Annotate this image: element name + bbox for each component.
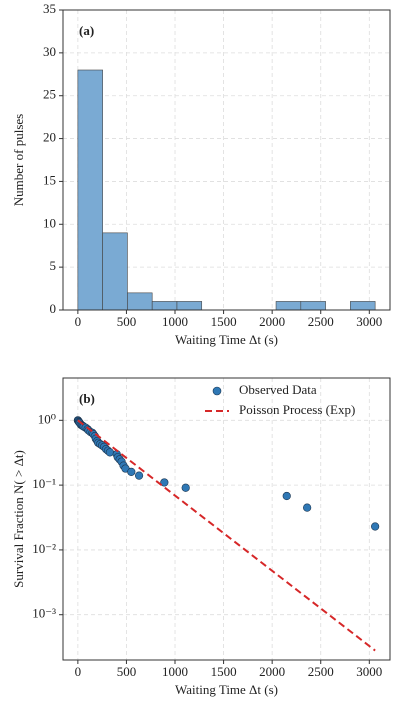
data-point (181, 483, 190, 492)
x-tick-label: 2000 (259, 664, 285, 679)
x-tick-label: 500 (117, 314, 137, 329)
bar (102, 232, 128, 311)
x-axis-label: Waiting Time Δt (s) (175, 682, 278, 697)
y-tick-label: 30 (43, 44, 56, 59)
bar (350, 301, 376, 311)
bar (176, 301, 203, 311)
bar (127, 292, 153, 311)
panel-label: (a) (79, 23, 94, 38)
x-tick-label: 1500 (211, 664, 237, 679)
y-tick-label: 10 (43, 215, 56, 230)
legend-label: Observed Data (239, 382, 317, 397)
x-tick-label: 3000 (356, 314, 382, 329)
bar (151, 301, 178, 311)
legend-swatch (212, 386, 222, 396)
x-tick-label: 2000 (259, 314, 285, 329)
panel-label: (b) (79, 391, 95, 406)
y-tick-label: 10⁻³ (32, 606, 56, 621)
x-tick-label: 2500 (308, 314, 334, 329)
x-tick-label: 1500 (211, 314, 237, 329)
y-tick-label: 25 (43, 87, 56, 102)
y-tick-label: 15 (43, 172, 56, 187)
x-tick-label: 0 (75, 314, 82, 329)
y-tick-label: 20 (43, 130, 56, 145)
x-tick-label: 0 (75, 664, 82, 679)
data-point (282, 491, 291, 501)
data-point (105, 448, 115, 457)
x-tick-label: 500 (117, 664, 137, 679)
x-axis-label: Waiting Time Δt (s) (175, 332, 278, 347)
plot-frame (62, 377, 391, 661)
y-tick-label: 35 (43, 1, 56, 16)
x-tick-label: 2500 (308, 664, 334, 679)
y-tick-label: 10⁻¹ (32, 476, 56, 491)
data-point (371, 522, 380, 531)
data-point (134, 471, 144, 480)
data-point (127, 467, 136, 476)
y-tick-label: 5 (50, 258, 57, 273)
y-tick-label: 0 (50, 301, 57, 316)
x-tick-label: 3000 (356, 664, 382, 679)
bar (300, 301, 326, 311)
data-point (303, 503, 312, 512)
x-tick-label: 1000 (162, 314, 188, 329)
fit-line (77, 419, 376, 652)
x-tick-label: 1000 (162, 664, 188, 679)
y-tick-label: 10⁻² (32, 541, 56, 556)
bar (77, 69, 103, 311)
y-axis-label: Number of pulses (11, 114, 26, 206)
plot-frame (62, 9, 391, 311)
bar (275, 301, 302, 311)
legend-label: Poisson Process (Exp) (239, 402, 355, 417)
y-tick-label: 10⁰ (38, 411, 56, 426)
y-axis-label: Survival Fraction N( > Δt) (11, 450, 26, 588)
data-point (160, 478, 169, 487)
